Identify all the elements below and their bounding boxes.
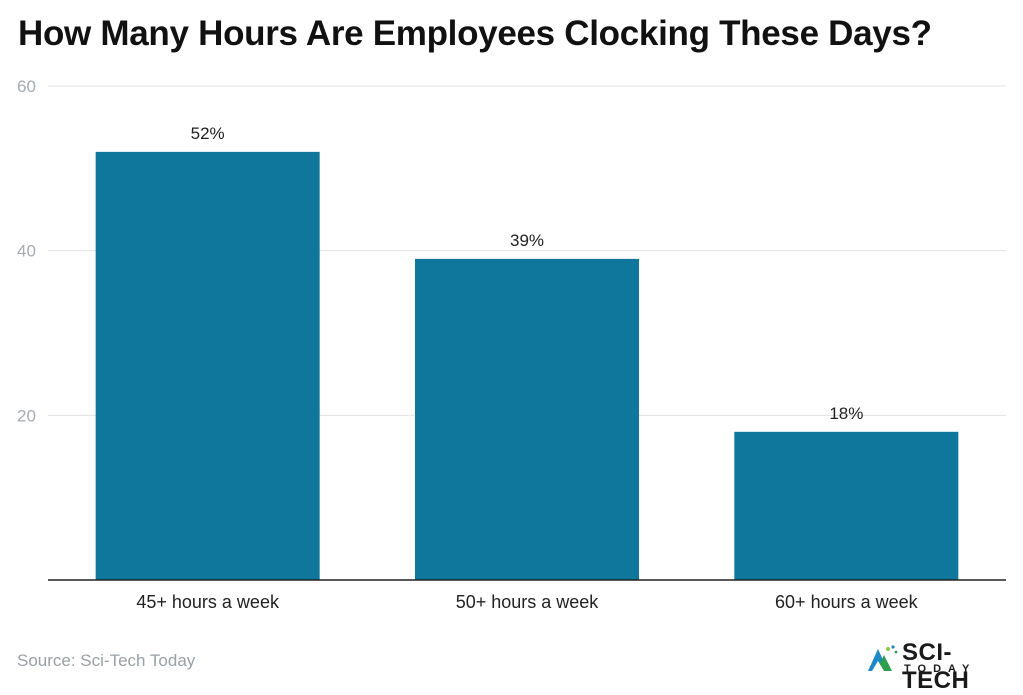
logo-tagline-text: TODAY [904,663,977,675]
data-label: 52% [191,124,225,143]
data-label: 39% [510,231,544,250]
sci-tech-logo: SCI-TECH TODAY [866,637,1016,694]
x-tick-label: 50+ hours a week [456,592,600,612]
y-tick-label: 20 [17,406,36,425]
chart-title: How Many Hours Are Employees Clocking Th… [18,14,932,53]
sci-tech-logo-icon [868,645,898,671]
y-tick-label: 40 [17,242,36,261]
bar-chart: 20 40 60 52% 45+ hours a week 39% 50+ hours a … [17,77,1006,612]
x-tick-label: 45+ hours a week [136,592,280,612]
bar [734,431,959,580]
y-tick-label: 60 [17,77,36,96]
bar [95,151,320,580]
source-note: Source: Sci-Tech Today [17,651,196,670]
data-label: 18% [829,404,863,423]
x-tick-label: 60+ hours a week [775,592,919,612]
bar [415,258,639,580]
